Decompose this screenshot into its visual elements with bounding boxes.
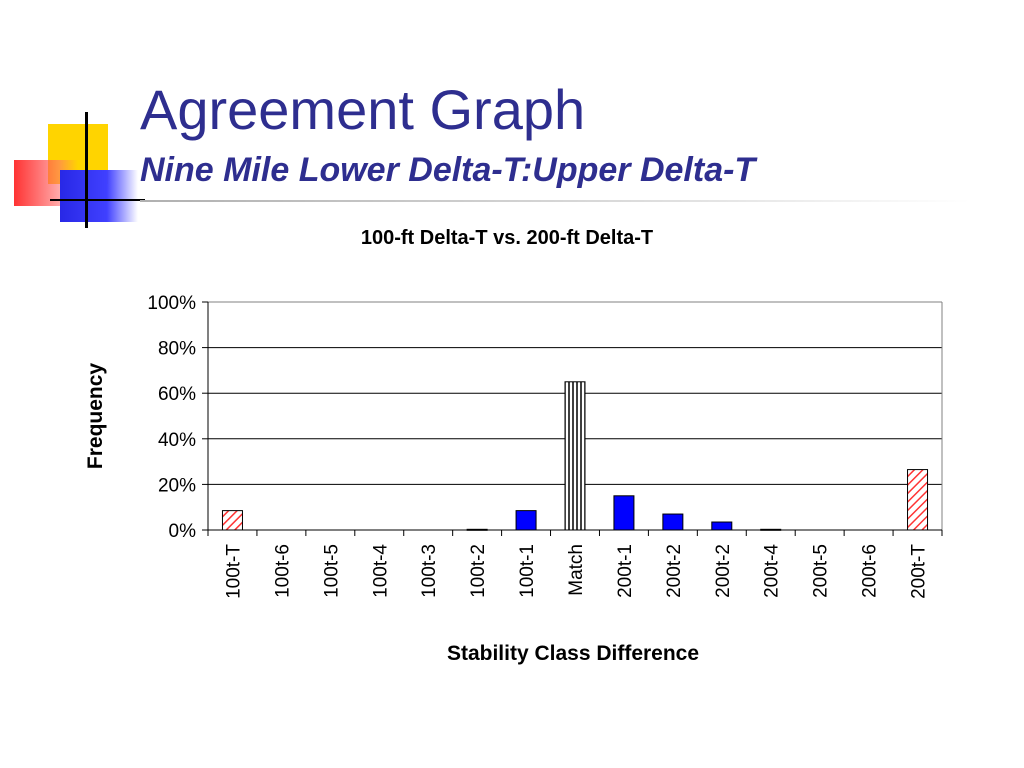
- x-tick-label: 200t-5: [811, 544, 832, 598]
- chart-title: 100-ft Delta-T vs. 200-ft Delta-T: [361, 227, 653, 249]
- x-tick-label: 100t-1: [517, 544, 538, 598]
- bar-100t-1: [515, 510, 537, 531]
- x-tick-label: 200t-1: [615, 544, 636, 598]
- y-tick-label: 60%: [158, 384, 196, 405]
- axes: [207, 301, 943, 536]
- decor-vertical-line: [85, 112, 88, 228]
- bar-match: [564, 381, 586, 531]
- y-tick-label: 40%: [158, 430, 196, 451]
- bar-200t-t: [907, 469, 929, 531]
- x-tick-label: 100t-3: [419, 544, 440, 598]
- slide-title: Agreement Graph: [140, 78, 586, 141]
- decor-horizontal-line: [50, 199, 145, 201]
- bar-200t-2: [711, 521, 733, 531]
- x-tick-label: 100t-2: [468, 544, 489, 598]
- x-tick-label: 200t-2: [713, 544, 734, 598]
- x-tick-label: 100t-5: [321, 544, 342, 598]
- y-tick-label: 20%: [158, 475, 196, 496]
- x-tick-label: Match: [566, 544, 587, 596]
- x-tick-label: 200t-4: [762, 544, 783, 598]
- x-tick-label: 100t-6: [272, 544, 293, 598]
- y-tick-label: 100%: [147, 293, 196, 314]
- x-tick-label: 200t-T: [909, 544, 930, 599]
- decor-blue-bar: [60, 170, 138, 222]
- slide-subtitle: Nine Mile Lower Delta-T:Upper Delta-T: [140, 151, 756, 189]
- bar-200t-1: [613, 495, 635, 531]
- bar-100t-t: [221, 510, 243, 531]
- bar-200t-2: [662, 513, 684, 531]
- x-tick-label: 200t-2: [664, 544, 685, 598]
- x-axis-title: Stability Class Difference: [447, 642, 699, 665]
- y-tick-label: 80%: [158, 339, 196, 360]
- x-tick-label: 100t-T: [223, 544, 244, 599]
- title-underline: [140, 200, 970, 202]
- y-tick-labels: 0% 20% 40% 60% 80% 100%: [147, 293, 196, 542]
- bars: [221, 381, 929, 531]
- x-tick-label: 100t-4: [370, 544, 391, 598]
- y-axis-title: Frequency: [84, 363, 107, 470]
- x-tick-label: 200t-6: [860, 544, 881, 598]
- x-tick-labels: 100t-T 100t-6 100t-5 100t-4 100t-3 100t-2 100t…: [223, 544, 929, 599]
- y-tick-label: 0%: [169, 521, 197, 542]
